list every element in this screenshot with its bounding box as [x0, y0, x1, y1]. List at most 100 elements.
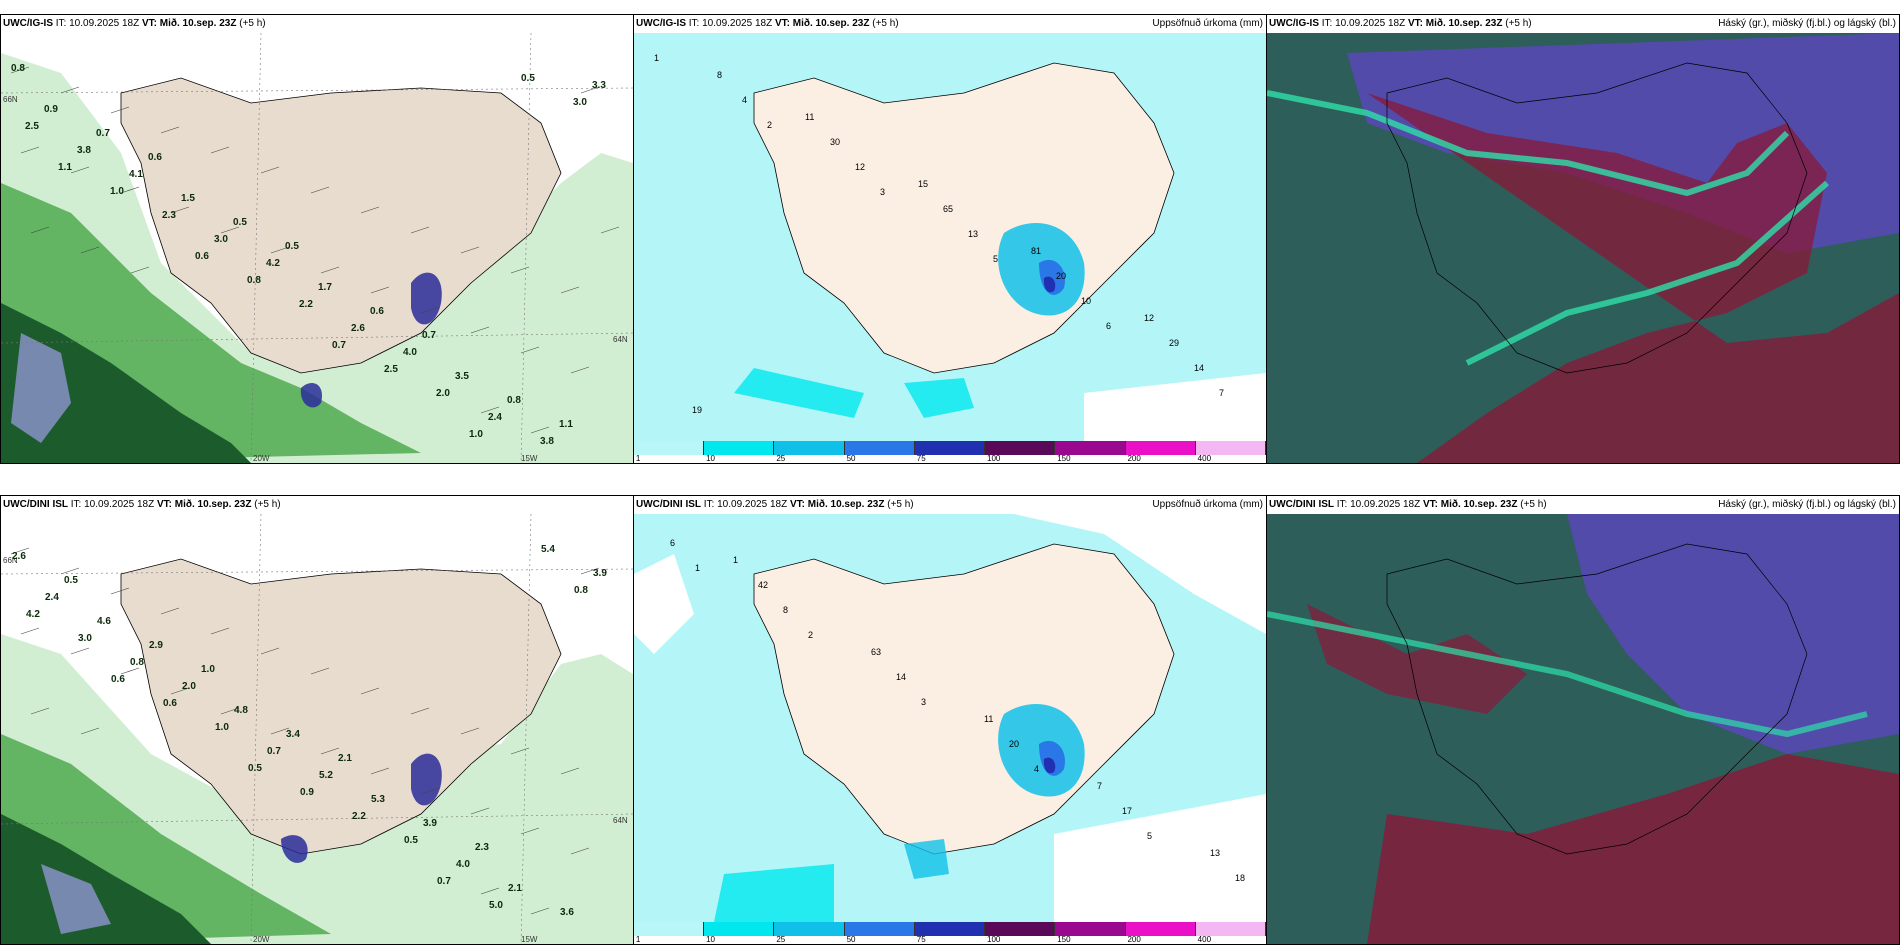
precip-value-label: 12 — [855, 162, 866, 172]
panel-title: Háský (gr.), miðský (fj.bl.) og lágský (… — [1718, 18, 1896, 29]
precip-value-label: 15 — [918, 179, 929, 189]
legend-swatch — [1195, 922, 1266, 936]
wind-value-label: 2.5 — [384, 364, 398, 375]
precip-value-label: 2 — [767, 120, 773, 130]
wind-value-label: 4.0 — [403, 347, 417, 358]
wind-map — [1, 514, 633, 944]
panel-title: Uppsöfnuð úrkoma (mm) — [1152, 499, 1263, 510]
wind-value-label: 1.0 — [201, 664, 215, 675]
lat-label-64n: 64N — [613, 816, 628, 825]
wind-panel-row2: UWC/DINI ISL IT: 10.09.2025 18Z VT: Mið.… — [0, 495, 634, 945]
wind-value-label: 4.6 — [97, 616, 111, 627]
wind-value-label: 2.1 — [338, 753, 352, 764]
legend-label: 1 — [635, 454, 641, 463]
wind-value-label: 0.5 — [521, 73, 535, 84]
wind-value-label: 4.1 — [129, 169, 143, 180]
wind-value-label: 4.8 — [234, 705, 248, 716]
precip-value-label: 6 — [1106, 321, 1112, 331]
wind-value-label: 3.0 — [214, 234, 228, 245]
precip-value-label: 81 — [1031, 246, 1042, 256]
precip-value-label: 11 — [805, 112, 815, 122]
wind-value-label: 4.0 — [456, 859, 470, 870]
wind-value-label: 2.0 — [182, 681, 196, 692]
wind-value-label: 5.3 — [371, 794, 385, 805]
wind-value-label: 0.8 — [247, 275, 261, 286]
legend-swatch — [1055, 922, 1126, 936]
legend-swatch — [985, 922, 1056, 936]
legend-swatch — [1125, 922, 1196, 936]
wind-value-label: 2.4 — [45, 592, 59, 603]
wind-value-label: 0.8 — [507, 395, 521, 406]
precip-panel-row2: UWC/DINI ISL IT: 10.09.2025 18Z VT: Mið.… — [633, 495, 1267, 945]
wind-value-label: 1.7 — [318, 282, 332, 293]
wind-value-label: 1.0 — [215, 722, 229, 733]
legend-label: 400 — [1197, 454, 1212, 463]
precip-value-label: 2 — [808, 630, 814, 640]
precip-value-label: 4 — [1034, 764, 1040, 774]
panel-header: UWC/IG-IS IT: 10.09.2025 18Z VT: Mið. 10… — [1267, 15, 1899, 33]
wind-value-label: 0.5 — [404, 835, 418, 846]
wind-value-label: 0.5 — [64, 575, 78, 586]
legend-label: 25 — [776, 454, 786, 463]
precip-panel-row1: UWC/IG-IS IT: 10.09.2025 18Z VT: Mið. 10… — [633, 14, 1267, 464]
wind-value-label: 1.0 — [469, 429, 483, 440]
panel-header: UWC/DINI ISL IT: 10.09.2025 18Z VT: Mið.… — [634, 496, 1266, 514]
wind-value-label: 0.8 — [11, 63, 25, 74]
wind-value-label: 0.6 — [111, 674, 125, 685]
precip-value-label: 11 — [984, 714, 994, 724]
lat-label-66n: 66N — [3, 556, 18, 565]
wind-value-label: 2.1 — [508, 883, 522, 894]
legend-swatch — [704, 922, 775, 936]
panel-title: Háský (gr.), miðský (fj.bl.) og lágský (… — [1718, 499, 1896, 510]
wind-value-label: 0.6 — [195, 251, 209, 262]
legend-label: 50 — [846, 454, 856, 463]
wind-value-label: 2.3 — [162, 210, 176, 221]
legend-label: 75 — [916, 454, 926, 463]
wind-barbs — [10, 66, 620, 434]
legend-label: 200 — [1127, 454, 1141, 463]
cloud-map — [1267, 514, 1899, 944]
lon-label-20w: 20W — [253, 454, 270, 463]
wind-value-label: 0.7 — [437, 876, 451, 887]
cloud-panel-row2: UWC/DINI ISL IT: 10.09.2025 18Z VT: Mið.… — [1266, 495, 1900, 945]
lon-label-20w: 20W — [253, 935, 270, 944]
wind-value-label: 3.0 — [78, 633, 92, 644]
panel-header: UWC/DINI ISL IT: 10.09.2025 18Z VT: Mið.… — [1, 496, 633, 514]
cloud-map — [1267, 33, 1899, 463]
precip-value-label: 42 — [758, 580, 769, 590]
legend-swatch — [634, 922, 705, 936]
legend-label: 75 — [916, 935, 926, 944]
precip-value-label: 10 — [1081, 296, 1092, 306]
wind-value-label: 3.4 — [286, 729, 300, 740]
precip-value-label: 6 — [670, 538, 676, 548]
wind-value-label: 5.0 — [489, 900, 503, 911]
wind-panel-row1: UWC/IG-IS IT: 10.09.2025 18Z VT: Mið. 10… — [0, 14, 634, 464]
panel-header: UWC/DINI ISL IT: 10.09.2025 18Z VT: Mið.… — [1267, 496, 1899, 514]
wind-value-label: 0.7 — [332, 340, 346, 351]
lon-label-15w: 15W — [521, 454, 538, 463]
precip-value-label: 29 — [1169, 338, 1180, 348]
legend-label: 50 — [846, 935, 856, 944]
precip-value-label: 63 — [871, 647, 882, 657]
legend-label: 1 — [635, 935, 641, 944]
wind-value-labels: 0.8 0.6 0.5 0.7 1.1 0.7 0.5 0.6 0.8 0.9 1.5 1.7 3.5 3… — [1, 33, 633, 463]
precip-value-label: 13 — [968, 229, 979, 239]
legend-label: 10 — [706, 935, 716, 944]
wind-value-label: 0.5 — [285, 241, 299, 252]
precip-value-label: 65 — [943, 204, 954, 214]
wind-value-label: 0.6 — [163, 698, 177, 709]
precip-value-label: 7 — [1097, 781, 1103, 791]
wind-value-label: 0.5 — [248, 763, 262, 774]
wind-map — [1, 33, 633, 463]
legend-swatch — [914, 441, 986, 455]
lat-label-64n: 64N — [613, 335, 628, 344]
precip-map: 1 2 3 4 5 6 8 14 20 17 18 42 63 11 7 13 1 — [634, 514, 1266, 922]
precip-value-label: 5 — [1147, 831, 1153, 841]
wind-value-label: 3.5 — [455, 371, 469, 382]
legend-label: 150 — [1057, 935, 1071, 944]
precip-value-label: 1 — [695, 563, 701, 573]
precip-value-label: 1 — [654, 53, 660, 63]
wind-value-label: 2.2 — [352, 811, 366, 822]
legend-swatch — [774, 922, 845, 936]
wind-value-label: 1.0 — [110, 186, 124, 197]
